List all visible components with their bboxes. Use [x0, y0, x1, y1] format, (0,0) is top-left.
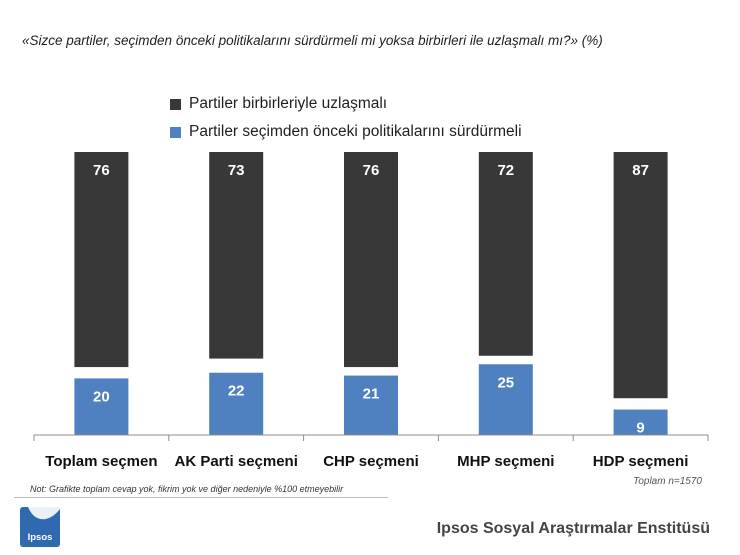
institute-name: Ipsos Sosyal Araştırmalar Enstitüsü — [436, 520, 710, 537]
footer-divider — [14, 497, 388, 498]
bar-uzlasma-2 — [344, 152, 398, 368]
chart-title: «Sizce partiler, seçimden önceki politik… — [22, 33, 603, 48]
stacked-bar-chart: 20 76 Toplam seçmen 22 73 AK Parti seçmeni 21 7… — [33, 152, 709, 470]
legend-item-uzlasma: Partiler birbirleriyle uzlaşmalı — [170, 90, 522, 118]
data-label-surdurme-3: 25 — [497, 374, 514, 391]
bar-surdurme-2 — [344, 375, 398, 435]
category-label-3: MHP seçmeni — [457, 453, 554, 470]
bar-surdurme-3 — [478, 364, 533, 435]
sample-size: Toplam n=1570 — [633, 476, 702, 487]
bar-surdurme-4 — [613, 409, 668, 435]
data-label-uzlasma-2: 76 — [363, 162, 380, 179]
category-label-2: CHP seçmeni — [323, 453, 419, 470]
data-label-uzlasma-1: 73 — [228, 162, 245, 179]
ipsos-logo: Ipsos — [20, 507, 60, 547]
footnote: Not: Grafikte toplam cevap yok, fikrim y… — [30, 484, 344, 494]
bar-surdurme-0 — [74, 378, 129, 435]
data-label-surdurme-0: 20 — [93, 388, 110, 405]
legend-swatch-surdurme — [170, 126, 181, 138]
category-label-0: Toplam seçmen — [45, 453, 157, 470]
data-label-uzlasma-4: 87 — [632, 162, 649, 179]
category-label-1: AK Parti seçmeni — [175, 453, 298, 470]
legend-item-surdurme: Partiler seçimden önceki politikalarını … — [170, 118, 522, 146]
bar-surdurme-1 — [209, 372, 264, 435]
data-label-surdurme-2: 21 — [363, 386, 380, 403]
bar-uzlasma-3 — [478, 152, 533, 356]
data-label-surdurme-4: 9 — [636, 420, 644, 437]
ipsos-logo-icon — [28, 507, 60, 520]
bar-uzlasma-1 — [209, 152, 264, 359]
data-label-uzlasma-0: 76 — [93, 162, 110, 179]
legend-label-surdurme: Partiler seçimden önceki politikalarını … — [189, 123, 522, 140]
logo-text: Ipsos — [27, 532, 53, 543]
legend-label-uzlasma: Partiler birbirleriyle uzlaşmalı — [189, 95, 388, 112]
legend-swatch-uzlasma — [170, 98, 181, 110]
category-label-4: HDP seçmeni — [593, 453, 689, 470]
data-label-surdurme-1: 22 — [228, 383, 245, 400]
bar-uzlasma-4 — [613, 152, 668, 399]
data-label-uzlasma-3: 72 — [497, 162, 514, 179]
bar-uzlasma-0 — [74, 152, 129, 368]
legend: Partiler birbirleriyle uzlaşmalı Partile… — [170, 90, 522, 146]
